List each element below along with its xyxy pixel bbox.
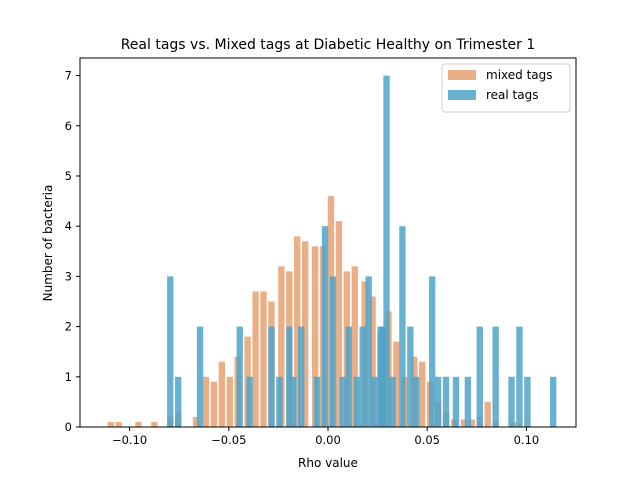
bar	[135, 421, 142, 427]
bar	[321, 226, 329, 427]
bar	[311, 246, 319, 427]
bar	[359, 326, 366, 427]
bar	[468, 419, 476, 427]
bar	[313, 376, 321, 427]
bar	[452, 376, 460, 427]
x-axis-label: Rho value	[298, 456, 358, 470]
y-tick-label: 4	[65, 219, 72, 233]
bar	[329, 276, 337, 427]
y-tick-label: 7	[65, 69, 72, 83]
bar	[508, 376, 515, 427]
bar	[434, 376, 442, 427]
y-tick-label: 2	[65, 320, 72, 334]
bar	[399, 226, 406, 427]
x-tick-label: −0.05	[211, 433, 246, 447]
bar	[290, 376, 297, 427]
bar	[276, 376, 283, 427]
plot-area	[107, 75, 557, 427]
bar	[246, 376, 253, 427]
axes: −0.10 −0.05 0.00 0.05 0.10 0 1 2 3 4 5 6 7	[65, 57, 577, 447]
bar	[389, 376, 396, 427]
legend-label: real tags	[486, 88, 538, 102]
bar	[428, 276, 436, 427]
bar	[371, 376, 378, 427]
bar	[524, 376, 531, 427]
y-tick-label: 0	[65, 420, 72, 434]
bar	[407, 326, 414, 427]
bar	[115, 421, 122, 427]
bar	[345, 326, 353, 427]
bar	[260, 291, 267, 427]
bar	[464, 376, 472, 427]
bar	[442, 376, 450, 427]
bar	[419, 361, 426, 427]
y-tick-label: 6	[65, 119, 72, 133]
bar	[192, 416, 200, 427]
bar	[516, 326, 523, 427]
y-axis-label: Number of bacteria	[41, 185, 55, 302]
bar	[369, 296, 376, 427]
x-tick-label: 0.05	[414, 433, 440, 447]
x-tick-label: 0.00	[315, 433, 341, 447]
y-tick-label: 5	[65, 169, 72, 183]
legend: mixed tags real tags	[441, 63, 571, 113]
legend-swatch	[448, 90, 476, 100]
bar	[302, 241, 309, 427]
bar	[278, 266, 285, 427]
bar	[196, 326, 204, 427]
bar	[151, 421, 158, 427]
bar	[252, 291, 259, 427]
bar	[268, 326, 275, 427]
bar	[335, 221, 343, 427]
bar	[218, 361, 226, 427]
x-tick-label: −0.10	[112, 433, 147, 447]
x-tick-label: 0.10	[514, 433, 540, 447]
legend-label: mixed tags	[486, 68, 553, 82]
bar	[210, 381, 218, 427]
bar	[379, 326, 386, 427]
bar	[236, 326, 243, 427]
bar	[484, 401, 491, 427]
bar	[413, 376, 420, 427]
y-tick-label: 3	[65, 269, 72, 283]
bar	[492, 326, 499, 427]
bar	[383, 75, 390, 427]
bar	[286, 326, 293, 427]
bar	[175, 376, 182, 427]
bar	[460, 419, 468, 427]
chart-title: Real tags vs. Mixed tags at Diabetic Hea…	[121, 37, 536, 53]
bar	[226, 376, 233, 427]
bar	[365, 276, 372, 427]
bar	[294, 236, 301, 427]
bar	[393, 341, 400, 427]
bar	[298, 326, 305, 427]
bar	[107, 421, 114, 427]
bar	[202, 376, 210, 427]
bar	[339, 376, 347, 427]
bar	[167, 276, 174, 427]
y-tick-label: 1	[65, 370, 72, 384]
bar	[550, 376, 557, 427]
series-real-tags	[167, 75, 557, 427]
bar	[353, 376, 360, 427]
bar	[351, 266, 358, 427]
legend-swatch	[448, 70, 476, 80]
bar	[476, 326, 483, 427]
